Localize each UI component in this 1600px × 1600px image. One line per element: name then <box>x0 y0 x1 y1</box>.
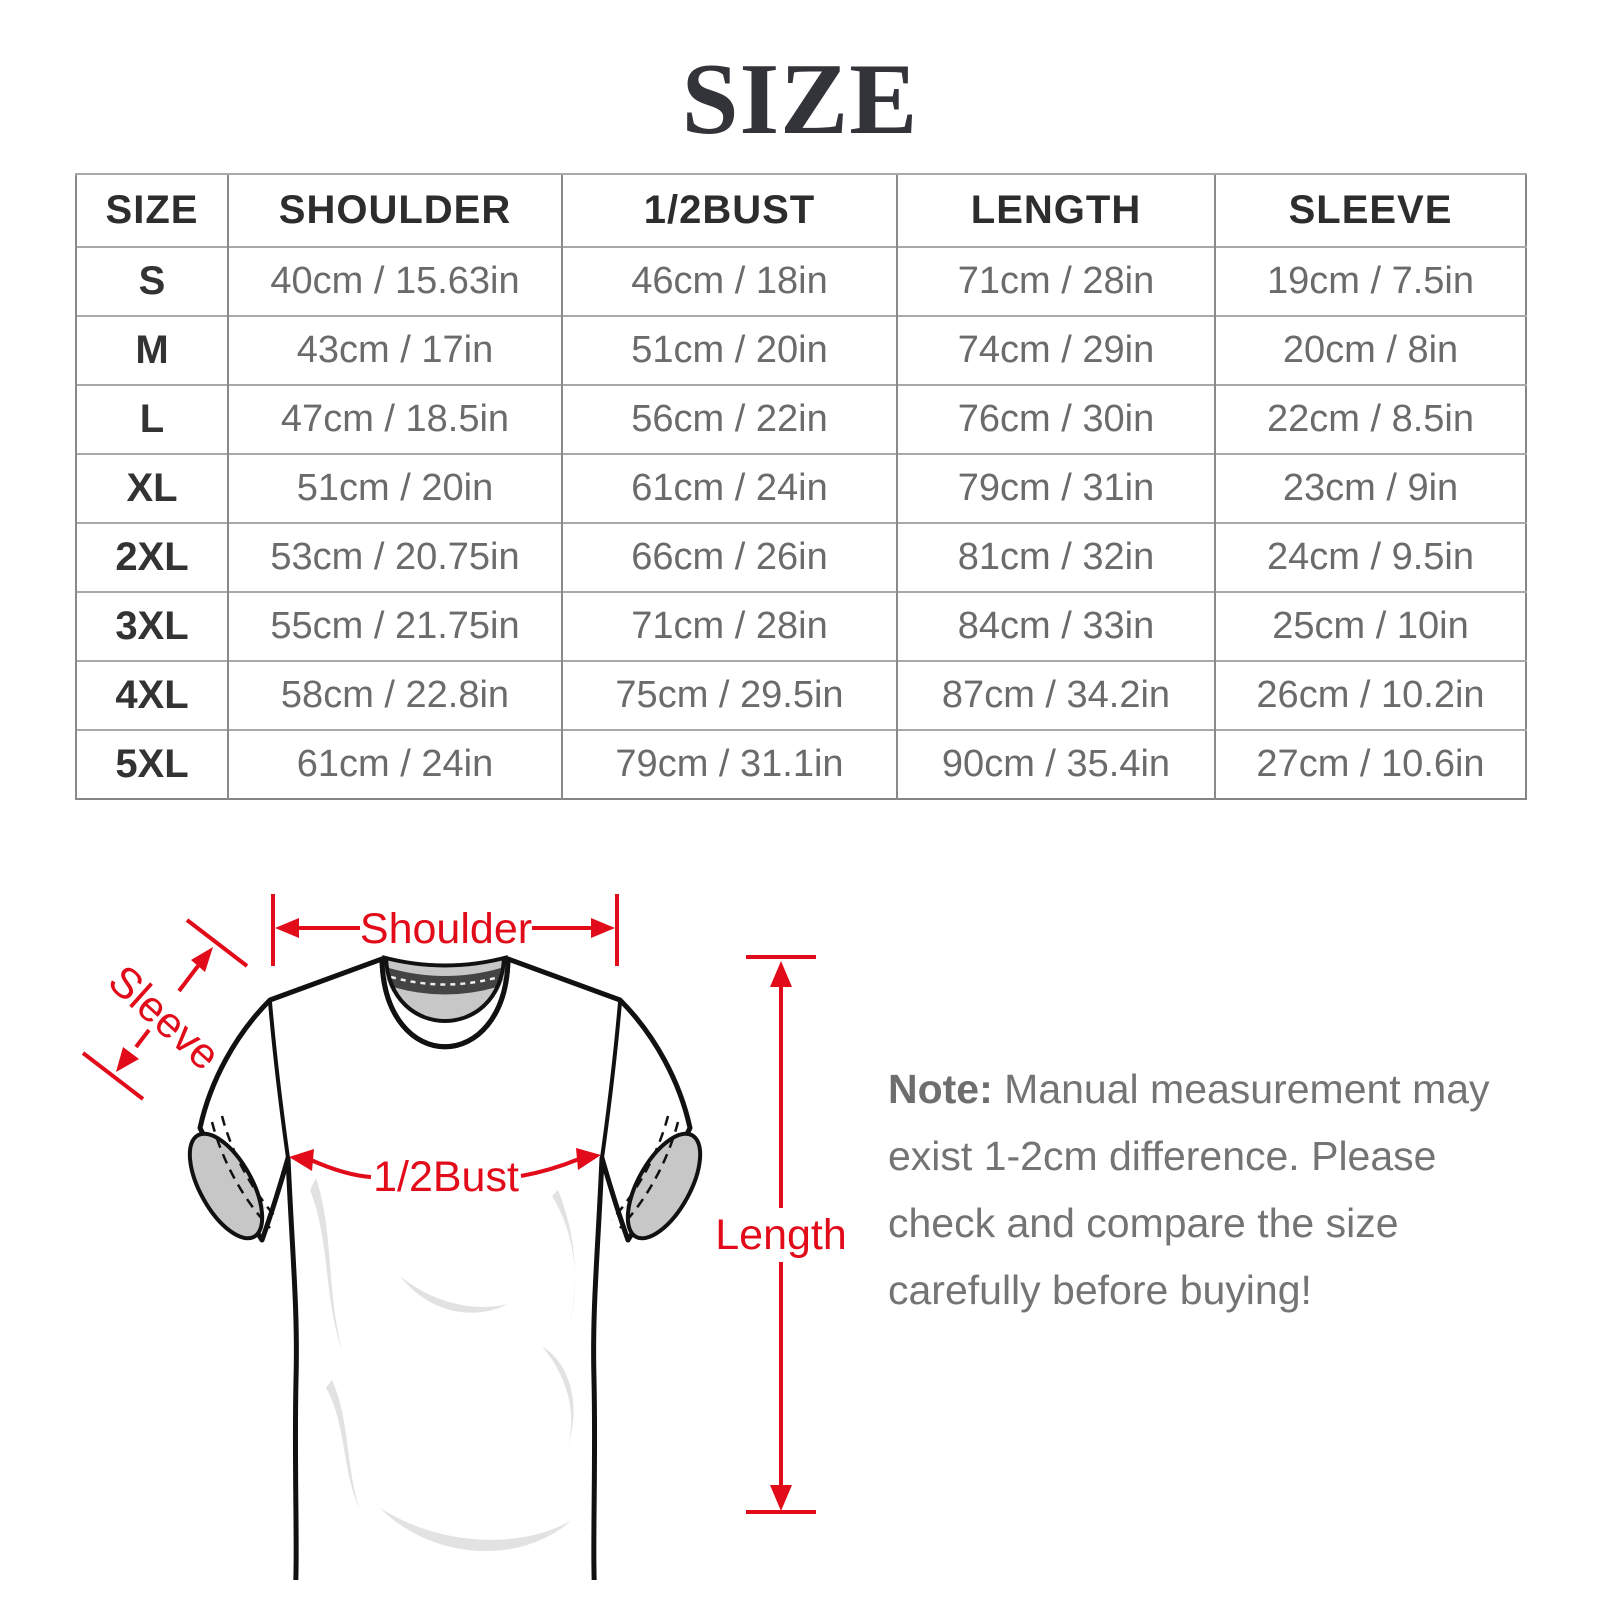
note-text-1: Manual measurement may <box>1004 1066 1490 1112</box>
table-row: M 43cm / 17in 51cm / 20in 74cm / 29in 20cm /… <box>75 315 1526 385</box>
table-row: 2XL 53cm / 20.75in 66cm / 26in 81cm / 32in 2… <box>75 522 1526 592</box>
length-label: Length <box>715 1211 847 1259</box>
sleeve-label: Sleeve <box>99 956 229 1080</box>
table-cell: 20cm / 8in <box>1214 315 1526 385</box>
table-cell: 55cm / 21.75in <box>227 591 562 661</box>
row-size-label: 4XL <box>75 660 228 730</box>
t-shirt-drawing <box>187 955 703 1580</box>
table-cell: 51cm / 20in <box>561 315 897 385</box>
sleeve-arrowhead-top <box>191 947 213 972</box>
bust-arrowhead-left <box>289 1149 314 1171</box>
table-cell: 74cm / 29in <box>896 315 1215 385</box>
table-row: 3XL 55cm / 21.75in 71cm / 28in 84cm / 33in 2… <box>75 591 1526 661</box>
table-cell: 76cm / 30in <box>896 384 1215 454</box>
col-header-sleeve: SLEEVE <box>1214 173 1526 247</box>
collar-tape <box>389 968 501 995</box>
table-cell: 84cm / 33in <box>896 591 1215 661</box>
length-arrowhead-down <box>770 1485 792 1511</box>
t-shirt-size-diagram: Shoulder Sleeve 1/2Bust Lengt <box>81 894 847 1580</box>
left-cuff-opening <box>187 1131 265 1241</box>
shoulder-arrowhead-right <box>591 918 615 938</box>
shoulder-arrowhead-left <box>275 918 299 938</box>
table-cell: 81cm / 32in <box>896 522 1215 592</box>
row-size-label: 3XL <box>75 591 228 661</box>
note-line: Note: Manual measurement may <box>888 1056 1538 1123</box>
table-header-row: SIZE SHOULDER 1/2BUST LENGTH SLEEVE <box>75 173 1526 247</box>
right-cuff-opening <box>625 1131 703 1241</box>
bust-label: 1/2Bust <box>373 1153 519 1201</box>
row-size-label: XL <box>75 453 228 523</box>
table-row: S 40cm / 15.63in 46cm / 18in 71cm / 28in 19c… <box>75 246 1526 316</box>
size-table-body: S 40cm / 15.63in 46cm / 18in 71cm / 28in 19c… <box>75 246 1526 799</box>
table-cell: 22cm / 8.5in <box>1214 384 1526 454</box>
table-cell: 27cm / 10.6in <box>1214 729 1526 799</box>
right-armhole-seam <box>600 1001 622 1159</box>
table-cell: 25cm / 10in <box>1214 591 1526 661</box>
length-measure: Length <box>715 955 847 1514</box>
table-row: L 47cm / 18.5in 56cm / 22in 76cm / 30in 22cm… <box>75 384 1526 454</box>
table-cell: 90cm / 35.4in <box>896 729 1215 799</box>
row-size-label: L <box>75 384 228 454</box>
cuff-stitches <box>210 1115 680 1229</box>
table-cell: 19cm / 7.5in <box>1214 246 1526 316</box>
table-cell: 71cm / 28in <box>896 246 1215 316</box>
table-cell: 53cm / 20.75in <box>227 522 562 592</box>
table-cell: 56cm / 22in <box>561 384 897 454</box>
note-paragraph: Note: Manual measurement may exist 1-2cm… <box>888 1056 1538 1324</box>
col-header-size: SIZE <box>75 173 228 247</box>
size-table: SIZE SHOULDER 1/2BUST LENGTH SLEEVE S 40c… <box>75 173 1527 800</box>
col-header-bust: 1/2BUST <box>561 173 897 247</box>
note-line: check and compare the size <box>888 1200 1399 1246</box>
length-arrowhead-up <box>770 961 792 987</box>
note-line: carefully before buying! <box>888 1267 1312 1313</box>
table-row: 5XL 61cm / 24in 79cm / 31.1in 90cm / 35.4in… <box>75 729 1526 799</box>
table-cell: 58cm / 22.8in <box>227 660 562 730</box>
table-row: 4XL 58cm / 22.8in 75cm / 29.5in 87cm / 34.2… <box>75 660 1526 730</box>
table-cell: 66cm / 26in <box>561 522 897 592</box>
row-size-label: 5XL <box>75 729 228 799</box>
table-cell: 43cm / 17in <box>227 315 562 385</box>
left-armhole-seam <box>268 1001 290 1159</box>
collar-outer-curve <box>379 958 511 1050</box>
table-cell: 87cm / 34.2in <box>896 660 1215 730</box>
bust-arrowhead-right <box>576 1148 601 1170</box>
collar-top-edge <box>381 955 509 968</box>
table-cell: 61cm / 24in <box>561 453 897 523</box>
table-cell: 51cm / 20in <box>227 453 562 523</box>
table-cell: 75cm / 29.5in <box>561 660 897 730</box>
sleeve-tick-top <box>185 918 249 968</box>
table-row: XL 51cm / 20in 61cm / 24in 79cm / 31in 23cm … <box>75 453 1526 523</box>
collar-tape-stitch <box>390 975 500 986</box>
collar-inner-curve <box>384 957 506 1023</box>
table-cell: 79cm / 31in <box>896 453 1215 523</box>
shoulder-measure: Shoulder <box>271 894 619 966</box>
table-cell: 61cm / 24in <box>227 729 562 799</box>
col-header-length: LENGTH <box>896 173 1215 247</box>
col-header-shoulder: SHOULDER <box>227 173 562 247</box>
table-cell: 24cm / 9.5in <box>1214 522 1526 592</box>
table-cell: 79cm / 31.1in <box>561 729 897 799</box>
table-cell: 46cm / 18in <box>561 246 897 316</box>
row-size-label: M <box>75 315 228 385</box>
sleeve-tick-bottom <box>81 1051 145 1101</box>
table-cell: 40cm / 15.63in <box>227 246 562 316</box>
sleeve-arrowhead-bottom <box>116 1047 139 1072</box>
shoulder-label: Shoulder <box>360 905 532 953</box>
table-cell: 71cm / 28in <box>561 591 897 661</box>
note-label: Note: <box>888 1066 993 1112</box>
page-title: SIZE <box>681 43 919 156</box>
row-size-label: S <box>75 246 228 316</box>
table-cell: 23cm / 9in <box>1214 453 1526 523</box>
table-cell: 47cm / 18.5in <box>227 384 562 454</box>
t-shirt-body <box>197 956 693 1580</box>
table-cell: 26cm / 10.2in <box>1214 660 1526 730</box>
row-size-label: 2XL <box>75 522 228 592</box>
bust-measure: 1/2Bust <box>289 1148 601 1201</box>
note-line: exist 1-2cm difference. Please <box>888 1133 1437 1179</box>
